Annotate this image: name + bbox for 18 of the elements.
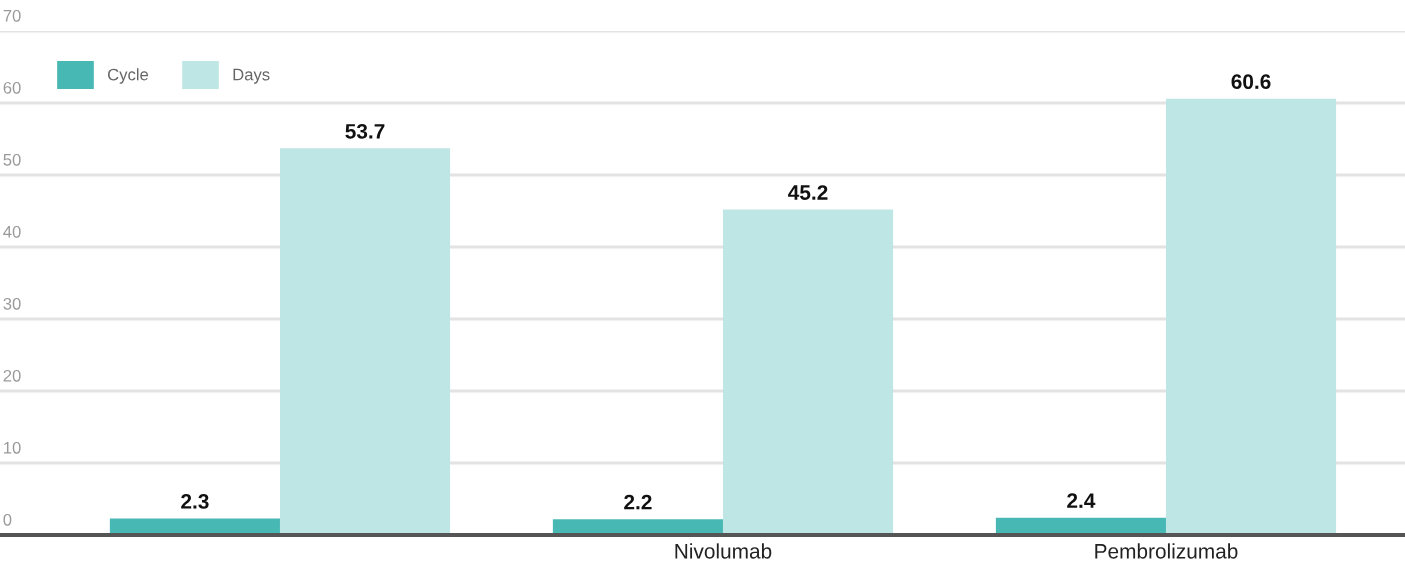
legend-label: Cycle bbox=[108, 68, 149, 84]
data-label: 2.3 bbox=[181, 494, 209, 509]
data-label: 45.2 bbox=[788, 185, 828, 200]
y-tick-label: 70 bbox=[3, 9, 21, 22]
data-label: 2.2 bbox=[624, 494, 652, 510]
x-tick-label: Nivolumab bbox=[675, 543, 772, 559]
y-tick-label: 10 bbox=[4, 441, 21, 454]
y-tick-label: 20 bbox=[3, 369, 21, 382]
data-label: 60.6 bbox=[1231, 74, 1271, 90]
y-tick-label: 50 bbox=[3, 153, 21, 166]
legend-label: Days bbox=[233, 68, 270, 84]
y-tick-label: 0 bbox=[3, 513, 12, 526]
data-label: 53.7 bbox=[345, 123, 385, 139]
y-tick-label: 30 bbox=[3, 297, 21, 310]
y-tick-label: 40 bbox=[3, 225, 21, 238]
y-tick-label: 60 bbox=[3, 81, 21, 94]
data-label: 2.4 bbox=[1067, 493, 1096, 508]
x-tick-label: Pembrolizumab bbox=[1095, 543, 1238, 559]
